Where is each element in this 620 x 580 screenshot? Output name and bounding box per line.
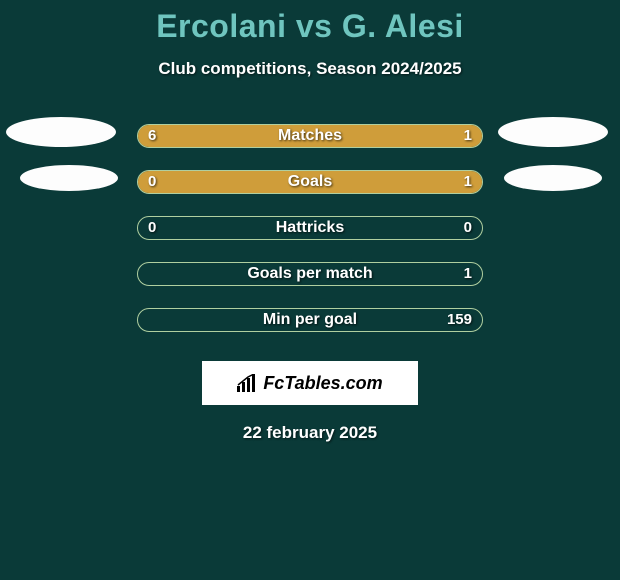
comparison-infographic: Ercolani vs G. Alesi Club competitions, … [0,0,620,443]
player-right-marker [498,117,608,147]
stat-label: Goals [138,171,482,193]
subtitle: Club competitions, Season 2024/2025 [0,59,620,79]
stat-label: Matches [138,125,482,147]
bars-icon [237,374,259,392]
player-left-marker [6,117,116,147]
stat-label: Hattricks [138,217,482,239]
stat-row: Goals0 1 [0,159,620,205]
date-text: 22 february 2025 [0,423,620,443]
stat-row: Goals per match1 [0,251,620,297]
stat-bar: Matches6 1 [137,124,483,148]
stat-value-right: 0 [464,217,472,239]
stat-value-right: 1 [464,263,472,285]
stat-label: Goals per match [138,263,482,285]
stat-value-right: 159 [447,309,472,331]
player-left-marker [20,165,118,191]
player-right-marker [504,165,602,191]
stat-value-left: 0 [148,217,156,239]
logo: FcTables.com [237,373,382,394]
stat-row: Min per goal159 [0,297,620,343]
stat-row: Hattricks0 0 [0,205,620,251]
stat-row: Matches6 1 [0,113,620,159]
stat-value-left: 0 [148,171,156,193]
page-title: Ercolani vs G. Alesi [0,8,620,45]
stat-bar: Goals per match1 [137,262,483,286]
stat-bar: Hattricks0 0 [137,216,483,240]
stat-value-left: 6 [148,125,156,147]
stat-bar: Min per goal159 [137,308,483,332]
logo-text: FcTables.com [263,373,382,394]
stat-bar: Goals0 1 [137,170,483,194]
logo-box: FcTables.com [202,361,418,405]
stat-rows: Matches61Goals01Hattricks00Goals per mat… [0,113,620,343]
stat-value-right: 1 [464,171,472,193]
stat-label: Min per goal [138,309,482,331]
stat-value-right: 1 [464,125,472,147]
